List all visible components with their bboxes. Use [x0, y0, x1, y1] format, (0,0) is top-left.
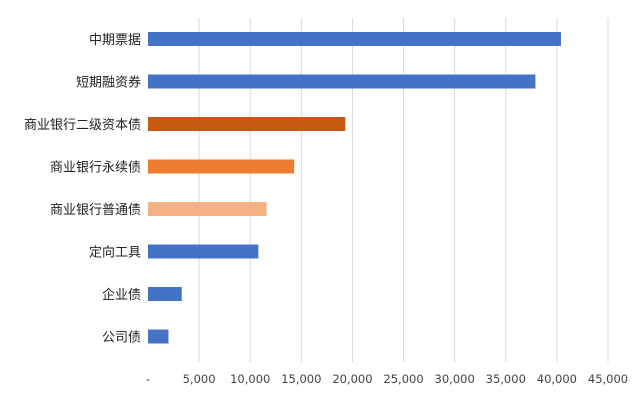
category-labels: 中期票据短期融资券商业银行二级资本债商业银行永续债商业银行普通债定向工具企业债公…: [24, 33, 141, 346]
category-label: 商业银行二级资本债: [24, 118, 141, 133]
x-tick-label: 15,000: [281, 372, 321, 386]
bar: [148, 244, 259, 259]
category-label: 中期票据: [89, 33, 141, 48]
x-tick-label: 35,000: [486, 372, 526, 386]
bar: [148, 202, 267, 216]
bar: [148, 329, 169, 344]
bar: [148, 159, 295, 174]
x-tick-label: 30,000: [435, 372, 475, 386]
x-tick-label: 45,000: [588, 372, 628, 386]
category-label: 定向工具: [89, 245, 141, 261]
bars: [148, 32, 561, 344]
x-tick-label: 5,000: [183, 372, 216, 386]
x-tick-label: 10,000: [230, 372, 270, 386]
category-label: 商业银行普通债: [50, 203, 141, 218]
x-tick-label: 40,000: [537, 372, 577, 386]
bar: [148, 32, 561, 46]
category-label: 短期融资券: [76, 75, 141, 91]
bar: [148, 117, 346, 131]
category-label: 企业债: [102, 287, 141, 303]
x-tick-label: 25,000: [383, 372, 423, 386]
x-tick-label: -: [146, 372, 150, 386]
x-tick-label: 20,000: [332, 372, 372, 386]
bar: [148, 287, 182, 301]
gridlines: [198, 18, 609, 362]
category-label: 公司债: [102, 331, 141, 346]
bar: [148, 74, 536, 89]
category-label: 商业银行永续债: [50, 161, 141, 176]
x-axis-tick-labels: - 5,000 10,000 15,000 20,000 25,000 30,000 35,0…: [146, 372, 628, 386]
